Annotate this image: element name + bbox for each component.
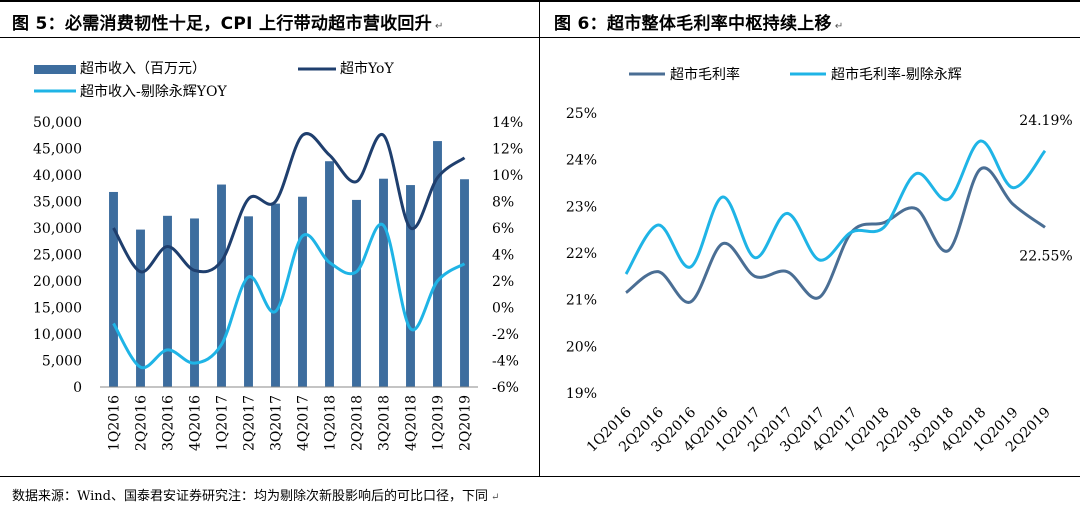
yoy-line [112,132,466,274]
x-axis-tick-label: 3Q2017 [269,395,285,451]
margin-axis-tick-label: 25% [566,106,597,122]
x-axis-tick-label: 1Q2016 [107,395,123,451]
left-figure-title-text: 图 5：必需消费韧性十足，CPI 上行带动超市营收回升 [12,14,433,34]
left-axis-tick-label: 10,000 [33,327,82,343]
footnote-return-mark: ↵ [491,492,500,503]
margin-axis-tick-label: 24% [566,153,597,169]
legend-label-revenue: 超市收入（百万元） [80,60,206,77]
right-axis-tick-label: 10% [492,168,523,184]
right-axis-tick-label: -6% [492,380,519,396]
legend-label-margin-ex-yonghui: 超市毛利率-剔除永辉 [831,66,962,83]
revenue-bar [136,229,145,387]
right-axis-tick-label: -2% [492,327,519,343]
right-axis-tick-label: 6% [492,221,514,237]
x-axis-tick-label: 4Q2018 [404,395,420,451]
x-axis-tick-label: 2Q2019 [458,395,474,451]
legend-swatch-revenue [34,65,76,74]
left-axis-tick-label: 15,000 [33,301,82,317]
margin-line [625,166,1046,304]
margin-axis-tick-label: 23% [566,199,597,215]
revenue-bar [325,161,334,387]
x-axis-tick-label: 1Q2017 [215,395,231,451]
right-axis-tick-label: 12% [492,142,523,158]
margin-axis-tick-label: 22% [566,246,597,262]
left-legend: 超市收入（百万元） 超市YoY 超市收入-剔除永辉YOY [34,60,394,100]
margin-ex-yonghui-line [624,139,1047,275]
gross-margin-chart: 超市毛利率 超市毛利率-剔除永辉 25% 24% 23% 22% 21% 20% 19% 24.1… [566,66,1073,455]
right-axis-tick-label: 0% [492,301,514,317]
right-axis-tick-label: 4% [492,248,514,264]
right-legend: 超市毛利率 超市毛利率-剔除永辉 [629,66,962,83]
right-figure-title: 图 6：超市整体毛利率中枢持续上移 ↵ [554,9,844,34]
margin-axis-tick-label: 19% [566,386,597,402]
revenue-bar [244,216,253,387]
right-axis-tick-label: 14% [492,115,523,131]
margin-axis-tick-label: 21% [566,293,597,309]
left-axis-tick-label: 50,000 [33,115,82,131]
revenue-bar [163,215,172,387]
x-axis-tick-label: 1Q2019 [431,395,447,451]
right-title-return-mark: ↵ [834,21,844,32]
source-footnote: 数据来源：Wind、国泰君安证券研究注：均为剔除次新股影响后的可比口径，下同 ↵ [12,485,499,504]
margin-axis-tick-label: 20% [566,339,597,355]
right-axis-tick-label: 8% [492,195,514,211]
revenue-bar [379,178,388,387]
revenue-bar [217,184,226,387]
bottom-border [0,476,1080,477]
left-axis-tick-label: 5,000 [42,354,82,370]
legend-label-yoy: 超市YoY [340,60,394,77]
revenue-bar [406,185,415,387]
legend-label-ex-yonghui: 超市收入-剔除永辉YOY [80,83,227,100]
left-title-return-mark: ↵ [435,21,444,32]
title-underline [0,37,1080,38]
revenue-bar [298,196,307,387]
revenue-bar [352,199,361,387]
left-axis-tick-label: 45,000 [33,142,82,158]
annotation-ex-yonghui-last: 24.19% [1019,113,1072,129]
right-axis-tick-label: 2% [492,274,514,290]
source-footnote-text: 数据来源：Wind、国泰君安证券研究注：均为剔除次新股影响后的可比口径，下同 [12,489,488,504]
x-axis-tick-label: 2Q2017 [242,395,258,451]
panel-divider [539,0,540,476]
revenue-bar [271,203,280,387]
left-axis-tick-label: 40,000 [33,168,82,184]
revenue-bar [433,141,442,387]
ex-yonghui-yoy-line [112,222,466,370]
annotation-margin-last: 22.55% [1019,248,1072,264]
left-axis-tick-label: 25,000 [33,248,82,264]
right-figure-title-text: 图 6：超市整体毛利率中枢持续上移 [554,14,832,34]
x-axis-tick-label: 2Q2016 [134,395,150,451]
supermarket-revenue-chart: 超市收入（百万元） 超市YoY 超市收入-剔除永辉YOY 50,000 45,000 40… [33,60,523,451]
left-axis-tick-label: 0 [73,380,82,396]
revenue-bar [460,179,469,387]
left-figure-title: 图 5：必需消费韧性十足，CPI 上行带动超市营收回升 ↵ [12,9,444,34]
top-border [0,0,1080,2]
revenue-bar [109,191,118,387]
x-axis-tick-label: 2Q2018 [350,395,366,451]
x-axis-tick-label: 3Q2016 [161,395,177,451]
right-axis-tick-label: -4% [492,354,519,370]
x-axis-tick-label: 3Q2018 [377,395,393,451]
x-axis-tick-label: 1Q2018 [323,395,339,451]
left-axis-tick-label: 35,000 [33,195,82,211]
left-axis-tick-label: 20,000 [33,274,82,290]
left-axis-tick-label: 30,000 [33,221,82,237]
x-axis-tick-label: 4Q2017 [296,395,312,451]
revenue-bar [190,218,199,387]
legend-label-margin: 超市毛利率 [670,66,740,83]
x-axis-tick-label: 4Q2016 [188,395,204,451]
